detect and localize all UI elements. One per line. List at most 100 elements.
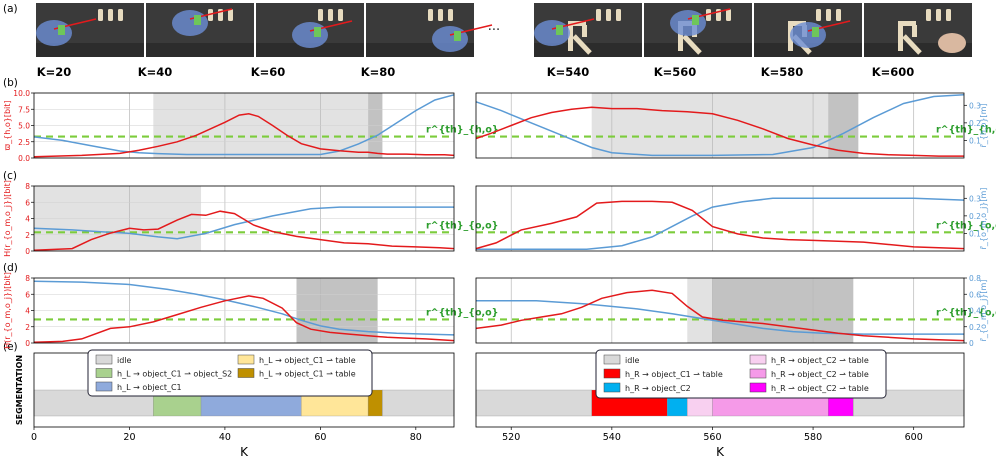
hand-icon (432, 26, 468, 52)
block-icon (898, 21, 903, 51)
legend-swatch (237, 354, 255, 365)
legend-swatch (603, 368, 621, 379)
frame-photo (534, 3, 642, 57)
legend-swatch (749, 354, 767, 365)
shaded-interval (591, 93, 829, 158)
y2-tick-label: 0.1 (969, 136, 981, 145)
y-axis-label: H(r_{o_m,o_j})[bit] (3, 272, 12, 349)
block-icon (118, 9, 123, 21)
ellipsis: ··· (488, 23, 500, 38)
threshold-label: r^{th}_{h,o} (936, 125, 996, 136)
frame-label: K=580 (761, 65, 804, 79)
x-tick-label: 20 (123, 432, 135, 443)
x-tick-label: 600 (905, 432, 923, 443)
legend-swatch (95, 381, 113, 392)
y2-tick-label: 0.4 (969, 307, 981, 316)
x-tick-label: 560 (703, 432, 721, 443)
y-axis-label: H(r_{o_m,o_j})[bit] (3, 180, 12, 257)
legend-swatch (95, 354, 113, 365)
object-highlight (314, 27, 321, 37)
axes-frame (475, 185, 965, 252)
y2-tick-label: 0.6 (969, 290, 981, 299)
y-tick-label: 4 (25, 215, 30, 224)
segment-bar (382, 389, 455, 417)
legend-label: h_R → object_C2 ⇀ table (771, 356, 869, 365)
frame-photo (36, 3, 144, 57)
legend-box (595, 349, 887, 399)
y2-tick-label: 0.3 (969, 194, 981, 203)
y-tick-label: 2.5 (18, 138, 30, 147)
block-icon (208, 9, 213, 21)
chart-d-right: r^{th}_{o,o} 0 0.2 0.4 0.6 0.8r̄_{o_m,o_j}[m] (475, 274, 996, 348)
legend-swatch (237, 368, 255, 378)
y-tick-label: 6 (25, 290, 30, 299)
photo-floor (146, 43, 254, 57)
hand-icon (938, 33, 966, 53)
x-tick-label: 0 (31, 432, 37, 443)
photo-floor (256, 43, 364, 57)
threshold-label: r^{th}_{o,o} (426, 220, 498, 231)
block-icon (606, 9, 611, 21)
y-tick-label: 8 (25, 274, 30, 283)
frame-label: K=600 (872, 65, 915, 79)
block-icon (108, 9, 113, 21)
shaded-interval (687, 278, 713, 343)
legend-label: h_L → object_C1 ⇀ table (259, 370, 356, 379)
series-line-blue (475, 94, 965, 157)
legend-box (87, 349, 373, 397)
object-highlight (454, 31, 461, 41)
chart-b-right: r^{th}_{h,o}0.1 0.2 0.3r̄_{h,o}[m] (475, 92, 996, 159)
legend-label: h_L → object_C1 (117, 383, 182, 392)
block-icon (678, 21, 683, 51)
block-icon (338, 9, 343, 21)
block-icon (682, 34, 702, 55)
block-icon (582, 25, 587, 37)
chart-c-left: r^{th}_{o,o} 0 2 4 6 8 H(r_{o_m,o_j})[bit] (3, 180, 498, 257)
block-icon (936, 9, 941, 21)
y-tick-label: 8 (25, 182, 30, 191)
hand-icon (36, 20, 72, 46)
y2-tick-label: 0.1 (969, 229, 981, 238)
series-line-blue (476, 300, 964, 335)
block-icon (836, 9, 841, 21)
y-tick-label: 0 (25, 339, 30, 348)
legend-swatch (749, 382, 767, 393)
block-icon (438, 9, 443, 21)
block-icon (616, 9, 621, 21)
legend-swatch (749, 368, 767, 379)
shaded-interval (828, 93, 859, 158)
frame-photo (366, 3, 493, 57)
y-tick-label: 5.0 (18, 122, 30, 131)
x-tick-label: 540 (603, 432, 621, 443)
frame-photo (644, 3, 752, 57)
y2-axis-label: r̄_{h,o}[m] (979, 103, 988, 147)
threshold-label: r^{th}_{h,o} (426, 125, 499, 136)
hand-icon (292, 22, 328, 48)
legend-swatch (603, 354, 621, 365)
frame-photo (256, 3, 364, 57)
legend-label: h_R ⇀ object_C2 ⇀ table (771, 384, 869, 393)
y-tick-label: 4 (25, 307, 30, 316)
legend-label: idle (117, 356, 132, 365)
object-highlight (58, 25, 65, 35)
y-axis-label: ϖ_{h,o}[bit] (3, 100, 12, 150)
series-line-red (33, 210, 455, 251)
frame-label: K=20 (37, 65, 72, 79)
photo-floor (36, 43, 144, 57)
y-tick-label: 6 (25, 198, 30, 207)
legend-label: h_R → object_C1 ⇀ table (625, 370, 723, 379)
object-highlight (556, 25, 563, 35)
panel-label: (c) (3, 170, 17, 182)
legend-label: h_R → object_C2 (625, 384, 691, 393)
hand-icon (172, 10, 208, 36)
block-icon (816, 9, 821, 21)
legend-label: h_L → object_C1 ⇀ table (259, 356, 356, 365)
series-line-blue (33, 206, 454, 240)
block-icon (596, 9, 601, 21)
x-tick-label: 40 (219, 432, 231, 443)
block-icon (228, 9, 233, 21)
series-line-red (33, 113, 455, 158)
y-tick-label: 2 (25, 323, 30, 332)
series-line-red (475, 289, 965, 342)
